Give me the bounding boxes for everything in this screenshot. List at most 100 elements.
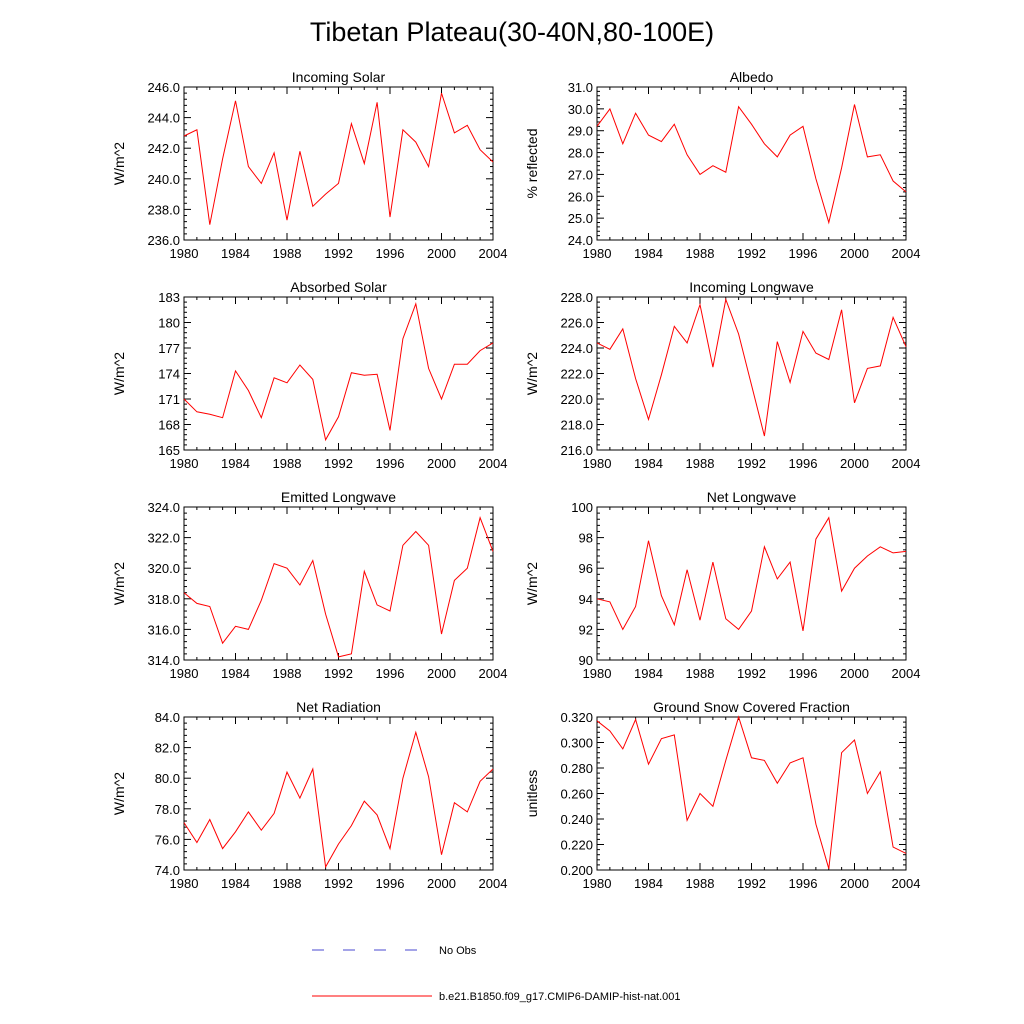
panel-net-radiation: Net Radiation W/m^2 1980 1984 1988 1992 1996 20… xyxy=(111,699,507,891)
series-line xyxy=(183,516,494,658)
plot-frame xyxy=(183,296,494,451)
x-tick-label: 1980 xyxy=(583,666,612,681)
x-tick-label: 1988 xyxy=(273,456,302,471)
series-line xyxy=(596,715,907,869)
y-tick-label: 174 xyxy=(158,367,180,382)
y-tick-label: 220.0 xyxy=(560,392,593,407)
x-tick-label: 1988 xyxy=(686,666,715,681)
y-tick-label: 30.0 xyxy=(568,102,593,117)
series-line xyxy=(183,92,494,225)
x-tick-label: 2000 xyxy=(427,456,456,471)
y-tick-label: 0.200 xyxy=(560,863,593,878)
y-tick-label: 222.0 xyxy=(560,367,593,382)
x-tick-label: 1988 xyxy=(273,876,302,891)
x-tick-label: 1992 xyxy=(324,246,353,261)
x-tick-label: 2004 xyxy=(892,246,921,261)
x-tick-label: 1996 xyxy=(789,876,818,891)
y-tick-label: 224.0 xyxy=(560,341,593,356)
x-tick-label: 1996 xyxy=(376,246,405,261)
x-tick-label: 1980 xyxy=(170,456,199,471)
y-tick-label: 80.0 xyxy=(155,771,180,786)
y-tick-label: 28.0 xyxy=(568,146,593,161)
series-line xyxy=(183,730,494,869)
x-tick-label: 2004 xyxy=(479,666,508,681)
x-tick-label: 1992 xyxy=(737,666,766,681)
x-tick-label: 2004 xyxy=(479,876,508,891)
y-tick-label: 94 xyxy=(579,592,593,607)
panel-albedo: Albedo % reflected 1980 1984 1988 1992 1996 200… xyxy=(524,69,920,261)
x-tick-label: 2000 xyxy=(840,876,869,891)
x-tick-label: 1996 xyxy=(789,456,818,471)
y-axis-label: W/m^2 xyxy=(524,562,540,605)
y-tick-label: 84.0 xyxy=(155,710,180,725)
x-tick-label: 1988 xyxy=(273,246,302,261)
panel-title: Incoming Longwave xyxy=(689,279,814,295)
y-tick-label: 0.220 xyxy=(560,838,593,853)
panel-incoming-longwave: Incoming Longwave W/m^2 1980 1984 1988 1992 19… xyxy=(524,279,920,471)
x-tick-label: 1984 xyxy=(634,876,663,891)
x-tick-label: 1980 xyxy=(583,246,612,261)
y-tick-label: 0.260 xyxy=(560,787,593,802)
y-tick-label: 320.0 xyxy=(147,561,180,576)
y-tick-label: 240.0 xyxy=(147,172,180,187)
x-tick-label: 1984 xyxy=(221,666,250,681)
x-tick-label: 1996 xyxy=(789,246,818,261)
y-tick-label: 228.0 xyxy=(560,290,593,305)
plot-frame xyxy=(596,86,907,241)
y-tick-label: 0.320 xyxy=(560,710,593,725)
y-tick-label: 0.240 xyxy=(560,812,593,827)
panel-title: Ground Snow Covered Fraction xyxy=(653,699,850,715)
legend-no-obs-label: No Obs xyxy=(439,945,477,957)
x-tick-label: 1992 xyxy=(737,456,766,471)
panel-title: Incoming Solar xyxy=(292,69,386,85)
panel-emitted-longwave: Emitted Longwave W/m^2 1980 1984 1988 1992 199… xyxy=(111,489,507,681)
x-tick-label: 2000 xyxy=(840,666,869,681)
y-tick-label: 168 xyxy=(158,418,180,433)
x-tick-label: 1980 xyxy=(583,456,612,471)
x-tick-label: 2004 xyxy=(892,876,921,891)
y-tick-label: 100 xyxy=(571,500,593,515)
y-tick-label: 165 xyxy=(158,443,180,458)
x-tick-label: 1996 xyxy=(376,876,405,891)
y-tick-label: 180 xyxy=(158,316,180,331)
y-axis-label: W/m^2 xyxy=(111,352,127,395)
x-tick-label: 1996 xyxy=(376,666,405,681)
y-axis-label: W/m^2 xyxy=(524,352,540,395)
panel-title: Albedo xyxy=(730,69,774,85)
x-tick-label: 2004 xyxy=(479,456,508,471)
y-tick-label: 322.0 xyxy=(147,531,180,546)
x-tick-label: 2000 xyxy=(427,246,456,261)
x-tick-label: 1980 xyxy=(170,876,199,891)
x-tick-label: 2000 xyxy=(427,666,456,681)
x-tick-label: 1988 xyxy=(686,876,715,891)
legend: No Obs b.e21.B1850.f09_g17.CMIP6-DAMIP-h… xyxy=(312,945,681,1003)
plot-frame xyxy=(596,716,907,871)
y-tick-label: 318.0 xyxy=(147,592,180,607)
x-tick-label: 2004 xyxy=(479,246,508,261)
plot-frame xyxy=(596,296,907,451)
x-tick-label: 1984 xyxy=(634,456,663,471)
y-tick-label: 76.0 xyxy=(155,832,180,847)
x-tick-label: 1992 xyxy=(324,456,353,471)
x-tick-label: 1992 xyxy=(324,876,353,891)
y-tick-label: 226.0 xyxy=(560,316,593,331)
plot-frame xyxy=(183,716,494,871)
x-tick-label: 1984 xyxy=(221,246,250,261)
y-tick-label: 96 xyxy=(579,561,593,576)
y-tick-label: 0.280 xyxy=(560,761,593,776)
x-tick-label: 2000 xyxy=(427,876,456,891)
x-tick-label: 1980 xyxy=(170,246,199,261)
x-tick-label: 1984 xyxy=(221,876,250,891)
panel-title: Net Radiation xyxy=(296,699,381,715)
y-tick-label: 25.0 xyxy=(568,211,593,226)
y-tick-label: 74.0 xyxy=(155,863,180,878)
x-tick-label: 1984 xyxy=(634,666,663,681)
y-tick-label: 238.0 xyxy=(147,202,180,217)
x-tick-label: 1992 xyxy=(737,876,766,891)
panels: Incoming Solar W/m^2 1980 1984 1988 1992 1996 2… xyxy=(111,69,920,891)
y-tick-label: 29.0 xyxy=(568,124,593,139)
y-axis-label: unitless xyxy=(524,770,540,817)
y-tick-label: 244.0 xyxy=(147,111,180,126)
panel-ground-snow-covered-fraction: Ground Snow Covered Fraction unitless 1980… xyxy=(524,699,920,891)
